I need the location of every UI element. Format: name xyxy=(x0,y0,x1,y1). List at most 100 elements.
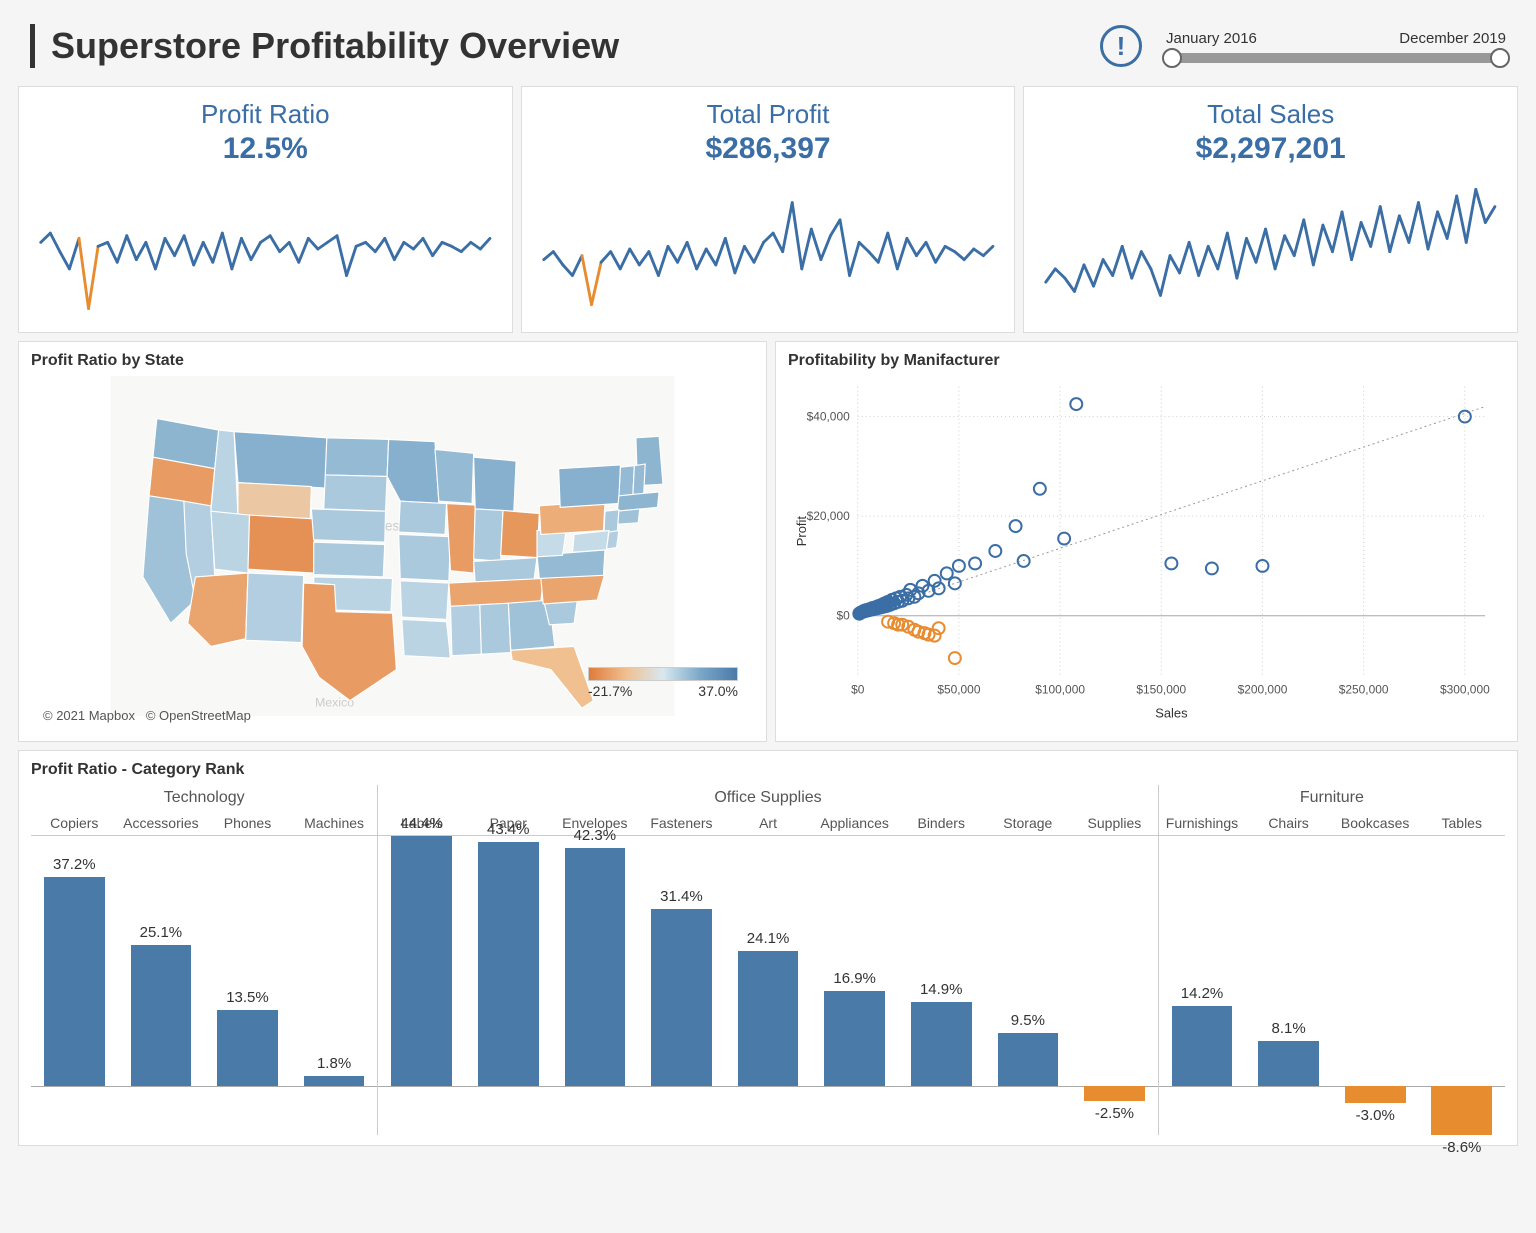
alert-icon[interactable]: ! xyxy=(1100,25,1142,67)
bar-slot[interactable]: 8.1% xyxy=(1245,836,1332,1135)
scatter-point[interactable] xyxy=(949,577,961,589)
bar-slot[interactable]: 24.1% xyxy=(725,836,812,1135)
scatter-point[interactable] xyxy=(1010,520,1022,532)
bar-slot[interactable]: 13.5% xyxy=(204,836,291,1135)
scatter-point[interactable] xyxy=(1018,555,1030,567)
bar-slot[interactable]: -2.5% xyxy=(1071,836,1158,1135)
category-rank-chart[interactable]: TechnologyCopiersAccessoriesPhonesMachin… xyxy=(31,785,1505,1135)
bar-value-label: 13.5% xyxy=(204,989,291,1006)
map-area[interactable]: United StatesMexico -21.7% 37.0% © 2021 … xyxy=(31,376,754,731)
scatter-point[interactable] xyxy=(969,557,981,569)
bar-slot[interactable]: 16.9% xyxy=(811,836,898,1135)
category-group-furniture: FurnitureFurnishingsChairsBookcasesTable… xyxy=(1158,785,1505,835)
state-VT[interactable] xyxy=(619,466,634,498)
bar-rect xyxy=(1172,1006,1233,1086)
scatter-point[interactable] xyxy=(1034,483,1046,495)
scatter-point[interactable] xyxy=(1165,557,1177,569)
bar-slot[interactable]: 9.5% xyxy=(985,836,1072,1135)
slider-track[interactable] xyxy=(1166,53,1506,63)
bar-rect xyxy=(44,877,105,1087)
subcategory-label: Copiers xyxy=(31,811,118,835)
header-right: ! January 2016 December 2019 xyxy=(1100,25,1506,67)
svg-text:$250,000: $250,000 xyxy=(1339,682,1389,696)
header: Superstore Profitability Overview ! Janu… xyxy=(18,18,1518,86)
state-LA[interactable] xyxy=(402,619,451,658)
scatter-point[interactable] xyxy=(1070,398,1082,410)
bar-rect xyxy=(217,1010,278,1086)
bar-value-label: -2.5% xyxy=(1071,1105,1158,1122)
state-KS[interactable] xyxy=(314,542,385,577)
kpi-card-profit-ratio[interactable]: Profit Ratio 12.5% xyxy=(18,86,513,333)
state-MI[interactable] xyxy=(474,457,517,511)
subcategory-label: Appliances xyxy=(811,811,898,835)
slider-handle-end[interactable] xyxy=(1490,48,1510,68)
date-end-label: December 2019 xyxy=(1399,30,1506,47)
slider-handle-start[interactable] xyxy=(1162,48,1182,68)
state-CT[interactable] xyxy=(616,509,640,524)
scatter-area[interactable]: $0$50,000$100,000$150,000$200,000$250,00… xyxy=(788,376,1505,731)
svg-text:$20,000: $20,000 xyxy=(807,509,851,523)
state-IL[interactable] xyxy=(447,504,476,574)
sparkline xyxy=(1040,174,1501,324)
sparkline xyxy=(35,174,496,324)
bar-slot[interactable]: 1.8% xyxy=(291,836,378,1135)
state-AL[interactable] xyxy=(480,603,511,654)
bar-rect xyxy=(998,1033,1059,1087)
bar-slot[interactable]: 25.1% xyxy=(118,836,205,1135)
bar-value-label: 8.1% xyxy=(1245,1020,1332,1037)
bar-slot[interactable]: 43.4% xyxy=(465,836,552,1135)
mid-row: Profit Ratio by State United StatesMexic… xyxy=(18,341,1518,742)
bar-slot[interactable]: -3.0% xyxy=(1332,836,1419,1135)
subcategory-label: Tables xyxy=(1418,811,1505,835)
state-ND[interactable] xyxy=(325,438,388,477)
subcategory-label: Chairs xyxy=(1245,811,1332,835)
state-NH[interactable] xyxy=(633,464,645,497)
bar-value-label: 16.9% xyxy=(811,970,898,987)
state-MO[interactable] xyxy=(399,534,451,580)
state-WI[interactable] xyxy=(435,449,474,503)
state-NM[interactable] xyxy=(246,573,304,643)
date-range-slider[interactable]: January 2016 December 2019 xyxy=(1166,30,1506,63)
scatter-point[interactable] xyxy=(1459,411,1471,423)
bar-slot[interactable]: -8.6% xyxy=(1419,836,1506,1135)
category-group-technology: TechnologyCopiersAccessoriesPhonesMachin… xyxy=(31,785,377,835)
state-MS[interactable] xyxy=(450,605,481,656)
state-CO[interactable] xyxy=(248,515,315,573)
bar-slot[interactable]: 14.2% xyxy=(1158,836,1246,1135)
state-UT[interactable] xyxy=(211,511,250,573)
bar-value-label: -8.6% xyxy=(1419,1139,1506,1156)
state-SD[interactable] xyxy=(324,475,387,511)
svg-text:Sales: Sales xyxy=(1155,705,1187,720)
svg-text:$200,000: $200,000 xyxy=(1238,682,1288,696)
state-IA[interactable] xyxy=(399,501,447,534)
bar-slot[interactable]: 44.4% xyxy=(377,836,465,1135)
bar-slot[interactable]: 14.9% xyxy=(898,836,985,1135)
state-NY[interactable] xyxy=(559,465,621,508)
subcategory-label: Supplies xyxy=(1071,811,1158,835)
kpi-value: $2,297,201 xyxy=(1040,132,1501,166)
bar-slot[interactable]: 42.3% xyxy=(552,836,639,1135)
subcategory-label: Fasteners xyxy=(638,811,725,835)
bar-slot[interactable]: 31.4% xyxy=(638,836,725,1135)
bar-slot[interactable]: 37.2% xyxy=(31,836,118,1135)
state-AR[interactable] xyxy=(400,581,449,620)
state-NE[interactable] xyxy=(311,509,385,542)
state-MD[interactable] xyxy=(573,531,609,553)
scatter-point[interactable] xyxy=(941,567,953,579)
date-labels: January 2016 December 2019 xyxy=(1166,30,1506,47)
state-MA[interactable] xyxy=(617,492,659,511)
scatter-point[interactable] xyxy=(989,545,1001,557)
state-DE[interactable] xyxy=(607,531,619,550)
kpi-card-total-profit[interactable]: Total Profit $286,397 xyxy=(521,86,1016,333)
scatter-point[interactable] xyxy=(1206,562,1218,574)
map-attrib-1: © 2021 Mapbox xyxy=(43,708,135,723)
state-IN[interactable] xyxy=(474,509,503,562)
state-MT[interactable] xyxy=(234,432,327,488)
map-legend-labels: -21.7% 37.0% xyxy=(588,683,738,699)
kpi-card-total-sales[interactable]: Total Sales $2,297,201 xyxy=(1023,86,1518,333)
kpi-value: 12.5% xyxy=(35,132,496,166)
state-OH[interactable] xyxy=(501,510,540,557)
subcategory-label: Art xyxy=(725,811,812,835)
bar-value-label: 14.2% xyxy=(1159,985,1246,1002)
bar-rect xyxy=(911,1002,972,1086)
